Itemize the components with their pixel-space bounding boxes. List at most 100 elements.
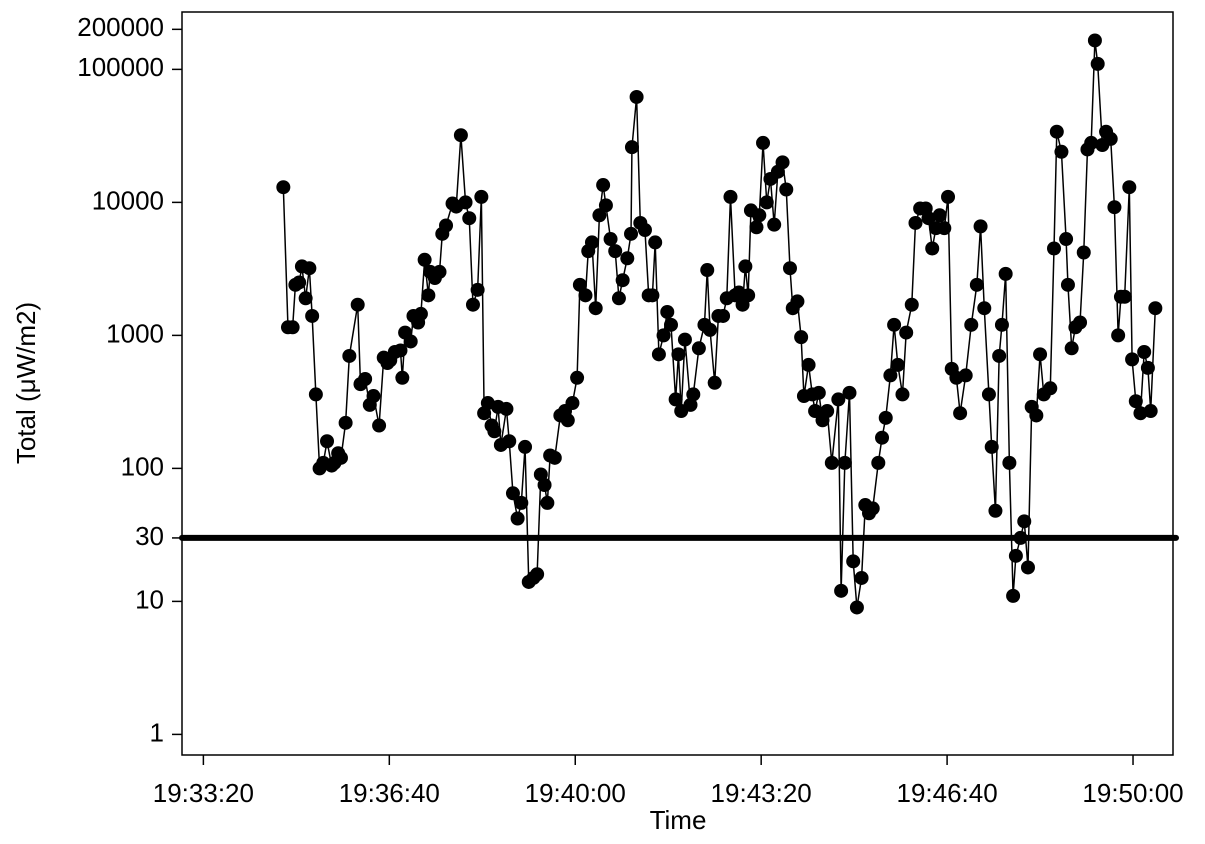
x-tick-label: 19:50:00 [1082, 778, 1183, 808]
y-tick-label: 100000 [77, 52, 164, 82]
data-point [846, 554, 861, 569]
data-point [875, 430, 890, 445]
data-point [1033, 347, 1048, 362]
data-point [530, 567, 545, 582]
data-point [775, 155, 790, 170]
data-point [588, 301, 603, 316]
data-point [1117, 289, 1132, 304]
data-point [358, 371, 373, 386]
data-point [342, 348, 357, 363]
data-point [887, 317, 902, 332]
data-point [629, 89, 644, 104]
y-tick-label: 10000 [92, 185, 164, 215]
data-point [988, 503, 1003, 518]
data-point [759, 195, 774, 210]
data-point [953, 406, 968, 421]
data-point [895, 387, 910, 402]
data-point [668, 392, 683, 407]
data-point [904, 297, 919, 312]
data-point [547, 450, 562, 465]
data-point [1137, 345, 1152, 360]
data-point [834, 583, 849, 598]
data-point [890, 357, 905, 372]
x-tick-label: 19:33:20 [153, 778, 254, 808]
data-point [1054, 144, 1069, 159]
data-point [560, 413, 575, 428]
data-point [366, 389, 381, 404]
data-point [738, 259, 753, 274]
data-point [1064, 341, 1079, 356]
data-point [941, 189, 956, 204]
data-point [992, 348, 1007, 363]
data-point [570, 370, 585, 385]
data-point [977, 301, 992, 316]
data-point [984, 439, 999, 454]
data-point [462, 211, 477, 226]
data-point [1087, 33, 1102, 48]
data-point [487, 424, 502, 439]
data-point [1013, 530, 1028, 545]
data-point [465, 297, 480, 312]
data-point [421, 288, 436, 303]
data-point [1049, 124, 1064, 139]
y-tick-label: 200000 [77, 12, 164, 42]
data-point [1111, 328, 1126, 343]
y-tick-label: 1000 [106, 318, 164, 348]
data-point [302, 261, 317, 276]
data-point [624, 140, 639, 155]
data-point [458, 195, 473, 210]
data-point [615, 273, 630, 288]
data-point [716, 308, 731, 323]
data-point [510, 511, 525, 526]
data-point [1128, 394, 1143, 409]
data-point [1059, 232, 1074, 247]
y-axis-label: Total (μW/m2) [11, 302, 41, 464]
data-point [598, 198, 613, 213]
data-point [338, 415, 353, 430]
data-point [1103, 131, 1118, 146]
data-point [871, 455, 886, 470]
data-point [964, 317, 979, 332]
plot-frame [181, 11, 1174, 756]
y-tick-label: 100 [121, 451, 164, 481]
data-point [350, 297, 365, 312]
x-tick-label: 19:46:40 [896, 778, 997, 808]
data-point [333, 450, 348, 465]
data-point [854, 570, 869, 585]
data-point [878, 410, 893, 425]
data-point [756, 135, 771, 150]
data-point [596, 178, 611, 193]
data-point [1008, 548, 1023, 563]
x-tick-label: 19:40:00 [525, 778, 626, 808]
data-point [320, 434, 335, 449]
data-point [921, 211, 936, 226]
data-point [677, 332, 692, 347]
data-point [1029, 408, 1044, 423]
data-point [820, 404, 835, 419]
data-point [656, 328, 671, 343]
data-point [308, 387, 323, 402]
x-tick-label: 19:36:40 [339, 778, 440, 808]
data-point [624, 226, 639, 241]
data-point [537, 478, 552, 493]
data-point [932, 208, 947, 223]
data-point [285, 320, 300, 335]
data-point [474, 189, 489, 204]
data-point [723, 189, 738, 204]
data-point [1076, 245, 1091, 260]
data-point [439, 218, 454, 233]
data-point [1017, 514, 1032, 529]
data-point [865, 501, 880, 516]
data-point [707, 375, 722, 390]
data-point [837, 455, 852, 470]
data-point [994, 317, 1009, 332]
data-point [499, 401, 514, 416]
data-point [1140, 360, 1155, 375]
data-point [779, 182, 794, 197]
data-point [691, 341, 706, 356]
data-point [502, 434, 517, 449]
data-point [849, 600, 864, 615]
data-point [637, 222, 652, 237]
data-point [831, 392, 846, 407]
